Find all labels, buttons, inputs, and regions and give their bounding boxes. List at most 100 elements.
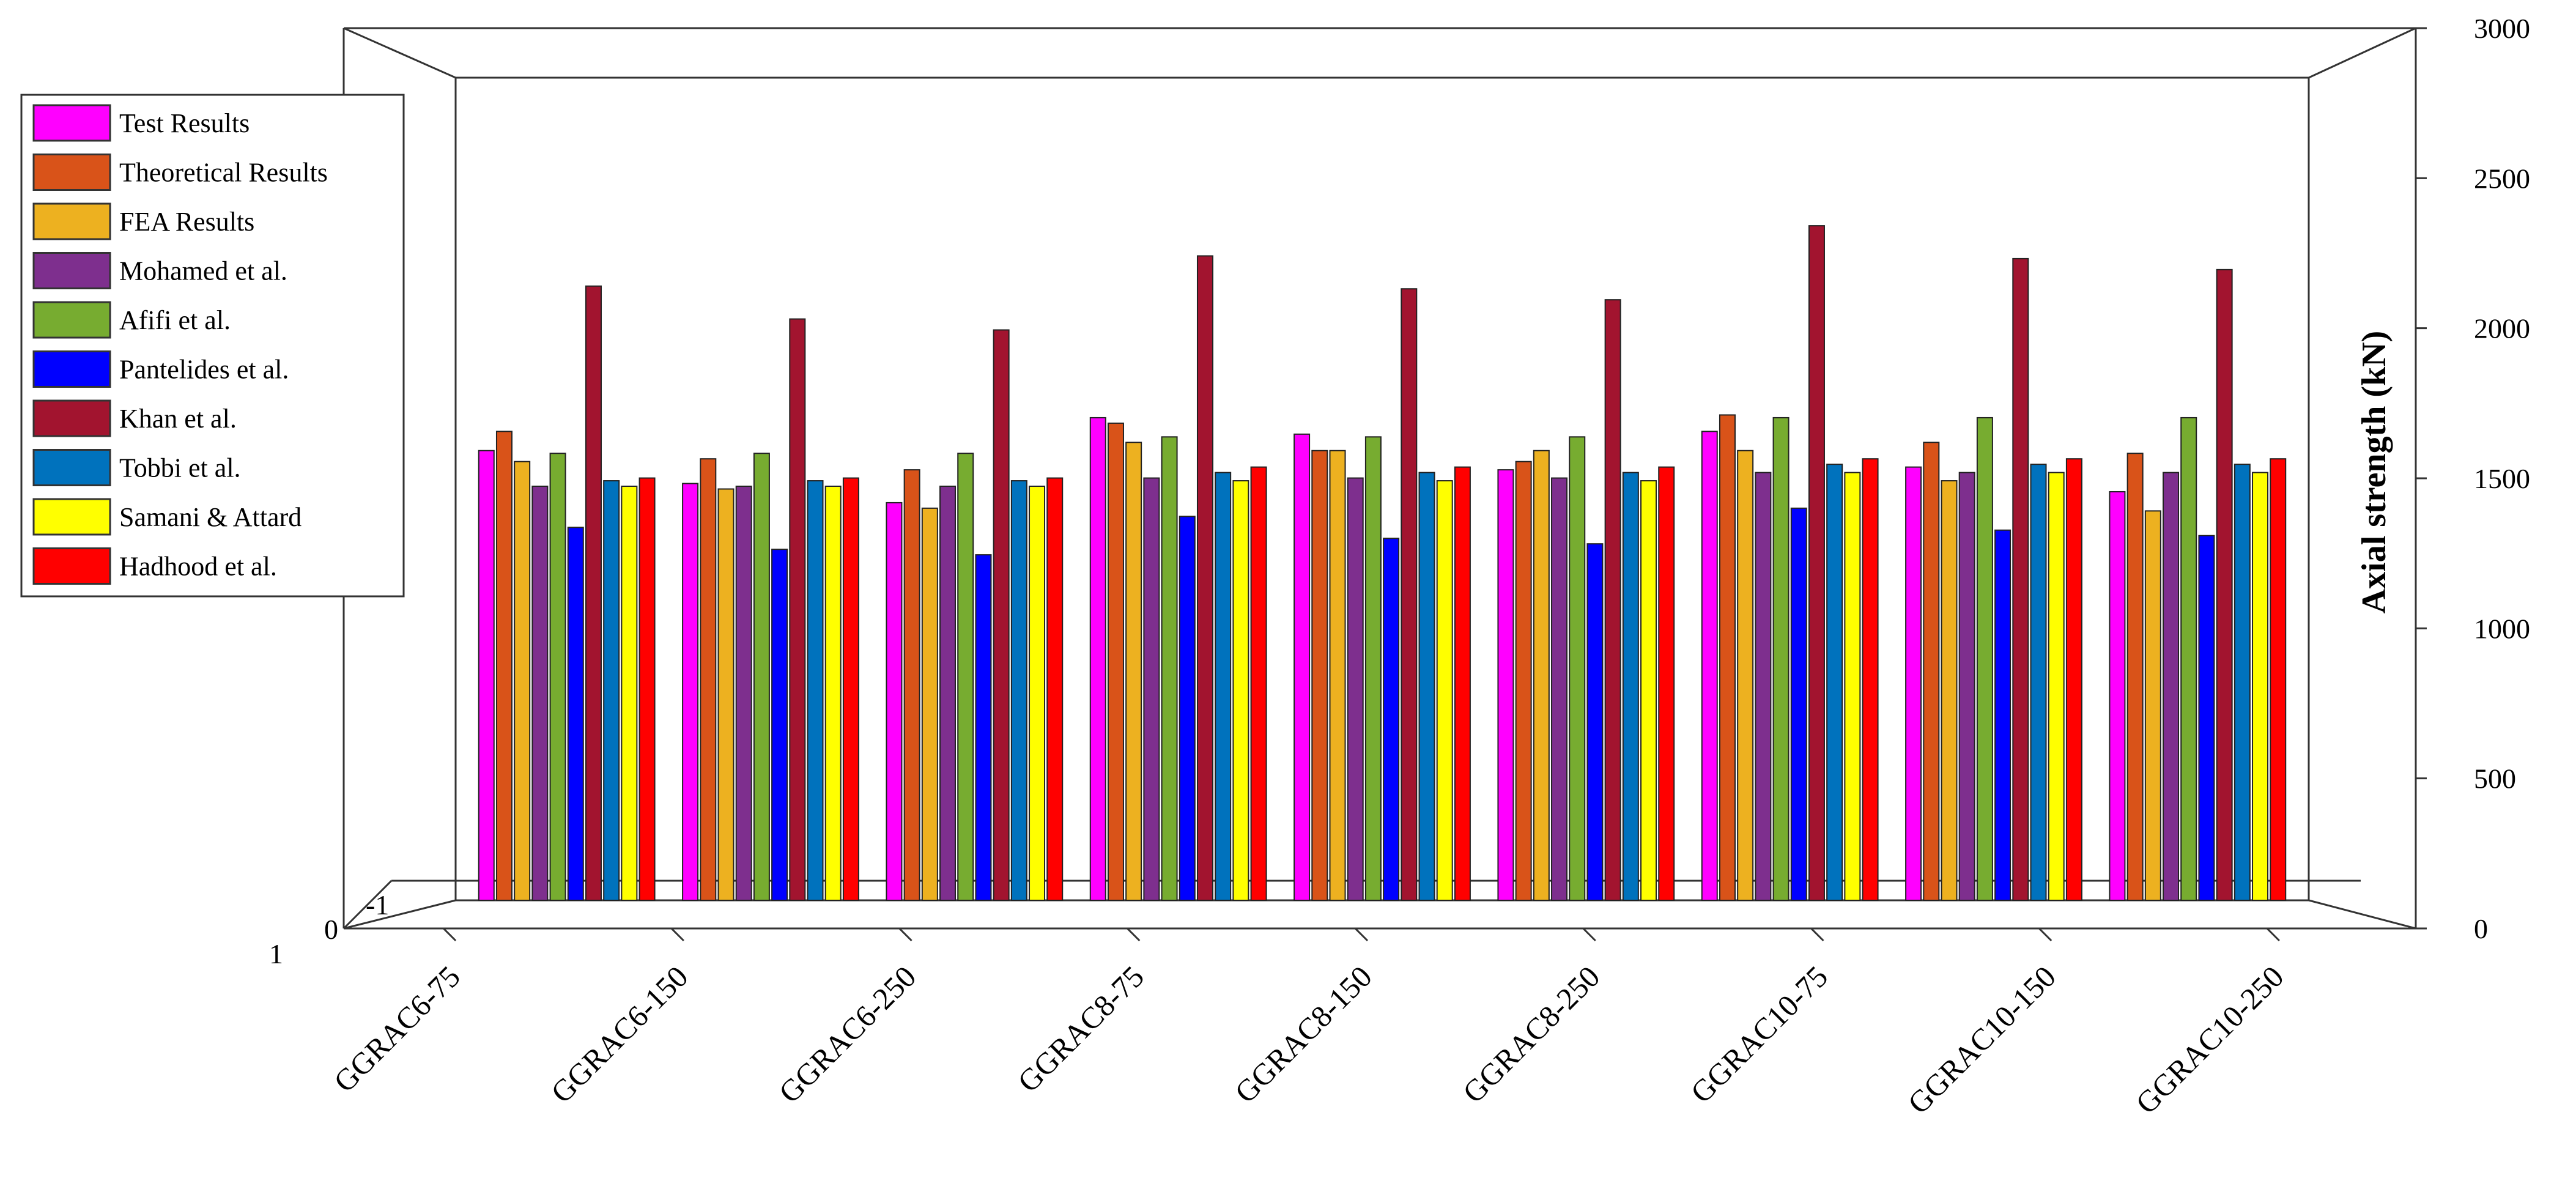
bar [1586, 543, 1604, 901]
bar [2048, 472, 2065, 901]
bar [842, 477, 859, 901]
x-tick-label: GGRAC6-250 [772, 959, 922, 1109]
x-tick-mark [898, 927, 912, 942]
y-axis: 0 500 1000 1500 2000 2500 3000 [2416, 13, 2530, 944]
bar [735, 486, 752, 901]
y-tick-label: 1000 [2474, 613, 2530, 644]
bar [1454, 466, 1471, 901]
corner-label-minus-one: -1 [366, 889, 389, 920]
bar [700, 458, 717, 901]
legend-swatch [32, 154, 111, 191]
legend-label: Tobbi et al. [119, 453, 241, 483]
bar [1515, 461, 1532, 901]
bar [957, 453, 974, 901]
bar [2198, 535, 2215, 901]
legend-label: FEA Results [119, 207, 254, 237]
legend-label: Pantelides et al. [119, 355, 289, 385]
legend-swatch [32, 350, 111, 388]
bar [1905, 466, 1922, 901]
bar [495, 431, 513, 901]
bar [1658, 466, 1675, 901]
bar [2252, 472, 2269, 901]
bar [1196, 255, 1213, 902]
bar [1622, 472, 1639, 901]
bar [886, 502, 903, 901]
bar [1107, 422, 1124, 901]
legend-swatch [32, 104, 111, 142]
bar [1010, 480, 1027, 901]
bars [478, 225, 2287, 902]
y-axis-label: Axial strength (kN) [2355, 331, 2393, 614]
legend-label: Afifi et al. [119, 305, 231, 335]
bar [1497, 469, 1514, 901]
bar [1551, 477, 1568, 901]
bar [1941, 480, 1958, 901]
bar [1790, 507, 1807, 901]
bar [567, 527, 584, 901]
bar [1737, 450, 1754, 901]
bar [514, 461, 531, 901]
legend-swatch [32, 252, 111, 289]
y-tick-label: 2500 [2474, 163, 2530, 194]
bar [549, 453, 566, 901]
bar [1232, 480, 1249, 901]
legend-label: Samani & Attard [119, 502, 302, 532]
bar [1383, 538, 1400, 901]
bar [1808, 225, 1825, 902]
bar [2180, 417, 2197, 901]
bar [1604, 299, 1621, 901]
bar [1089, 417, 1106, 901]
x-tick-label: GGRAC8-75 [1011, 959, 1150, 1098]
bar [753, 453, 770, 901]
bar [1701, 431, 1718, 901]
bar [1976, 417, 1993, 901]
bar [531, 486, 549, 901]
bar [1640, 480, 1657, 901]
bar [1719, 414, 1736, 901]
bar [1772, 417, 1790, 901]
legend-swatch [32, 202, 111, 240]
bar [1179, 516, 1196, 901]
bar [1046, 477, 1064, 901]
x-tick-mark [670, 927, 684, 942]
bar [807, 480, 824, 901]
legend-label: Hadhood et al. [119, 552, 277, 582]
bar [1958, 472, 1975, 901]
bar [1294, 433, 1311, 901]
bar [1215, 472, 1232, 901]
bar [939, 486, 957, 901]
bar [585, 285, 602, 901]
bar [1143, 477, 1160, 901]
bar [1755, 472, 1772, 901]
x-tick-label: GGRAC6-150 [544, 959, 695, 1109]
bar [603, 480, 620, 901]
floor-line-left [342, 880, 393, 930]
legend-swatch [32, 547, 111, 585]
bar [1125, 442, 1142, 901]
legend-label: Mohamed et al. [119, 256, 287, 286]
bar [789, 318, 806, 901]
y-tick-label: 2000 [2474, 313, 2530, 344]
bar [717, 488, 735, 901]
bar [903, 469, 920, 901]
y-tick-label: 3000 [2474, 13, 2530, 44]
x-tick-mark [1582, 927, 1596, 942]
legend-label: Khan et al. [119, 404, 237, 434]
x-tick-label: GGRAC10-75 [1684, 959, 1834, 1109]
bar [771, 549, 788, 901]
box-edge-bottom-left [343, 899, 456, 930]
x-tick-label: GGRAC8-150 [1228, 959, 1379, 1109]
bar [1862, 458, 1879, 901]
legend-label: Test Results [119, 108, 250, 138]
legend: Test Results Theoretical Results FEA Resul… [20, 94, 405, 598]
y-tick-label: 0 [2474, 913, 2488, 944]
bar [824, 486, 842, 901]
box-edge-top-left [343, 27, 456, 79]
bar [1418, 472, 1435, 901]
legend-label: Theoretical Results [119, 158, 328, 188]
bar [2270, 458, 2287, 901]
corner-label-zero: 0 [324, 914, 338, 945]
bar [1250, 466, 1267, 901]
y-tick-label: 1500 [2474, 463, 2530, 494]
x-tick-mark [1810, 927, 1824, 942]
